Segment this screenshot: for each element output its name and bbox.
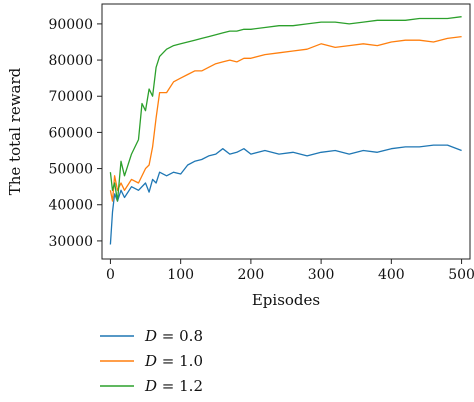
y-tick-label-4: 70000 <box>48 89 93 105</box>
axis-ticks: 0 100 200 300 400 500 30000 40000 50000 60000 7000… <box>48 17 474 283</box>
legend-label-1: D = 0.8 <box>144 327 203 345</box>
y-tick-label-2: 50000 <box>48 162 93 178</box>
x-tick-label-3: 300 <box>308 267 335 283</box>
legend-label-2: D = 1.0 <box>144 352 203 370</box>
x-tick-label-2: 200 <box>238 267 265 283</box>
y-tick-label-3: 60000 <box>48 125 93 141</box>
series-line-2 <box>109 35 462 202</box>
plot-frame <box>101 3 471 260</box>
x-tick-label-5: 500 <box>448 267 474 283</box>
series-line-3 <box>109 16 462 202</box>
y-tick-label-1: 40000 <box>48 198 93 214</box>
series-line-1 <box>109 144 462 245</box>
y-tick-label-0: 30000 <box>48 234 93 250</box>
y-tick-label-5: 80000 <box>48 53 93 69</box>
y-axis-label: The total reward <box>6 67 24 195</box>
legend-label-3: D = 1.2 <box>144 377 203 395</box>
plot-area <box>109 16 462 245</box>
x-tick-label-1: 100 <box>167 267 194 283</box>
legend: D = 0.8 D = 1.0 D = 1.2 <box>100 327 203 395</box>
y-tick-label-6: 90000 <box>48 17 93 33</box>
x-tick-label-4: 400 <box>378 267 405 283</box>
x-tick-label-0: 0 <box>106 267 115 283</box>
x-axis-label: Episodes <box>252 291 320 309</box>
